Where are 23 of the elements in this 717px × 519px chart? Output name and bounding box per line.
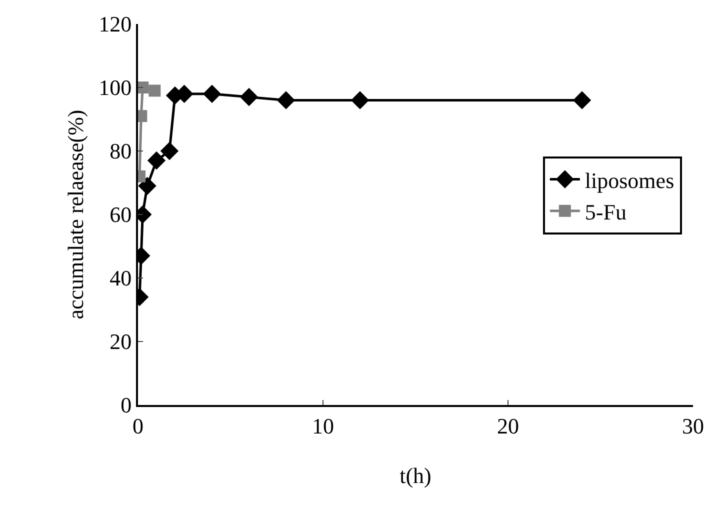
y-tick-label: 120 — [98, 12, 132, 37]
point — [276, 91, 296, 110]
y-tick-label: 60 — [110, 202, 132, 228]
point — [138, 176, 156, 196]
point — [147, 151, 166, 170]
point — [138, 82, 149, 94]
legend-label: 5-Fu — [584, 199, 626, 224]
y-tick-label: 20 — [110, 329, 132, 354]
x-tick-label: 30 — [682, 413, 704, 438]
y-tick-label: 40 — [110, 266, 132, 291]
y-axis-title: accumulate relaease(%) — [63, 110, 88, 320]
legend-label: liposomes — [584, 168, 674, 193]
y-tick-label: 80 — [110, 138, 132, 164]
point — [350, 91, 370, 110]
point — [572, 91, 592, 110]
x-axis-title: t(h) — [400, 462, 432, 488]
point — [240, 88, 258, 106]
y-tick-label: 100 — [98, 75, 132, 100]
point — [202, 84, 222, 103]
y-tick-label: 0 — [120, 392, 132, 418]
x-tick-label: 20 — [497, 413, 519, 438]
point — [160, 142, 179, 160]
x-tick-label: 10 — [312, 413, 334, 438]
